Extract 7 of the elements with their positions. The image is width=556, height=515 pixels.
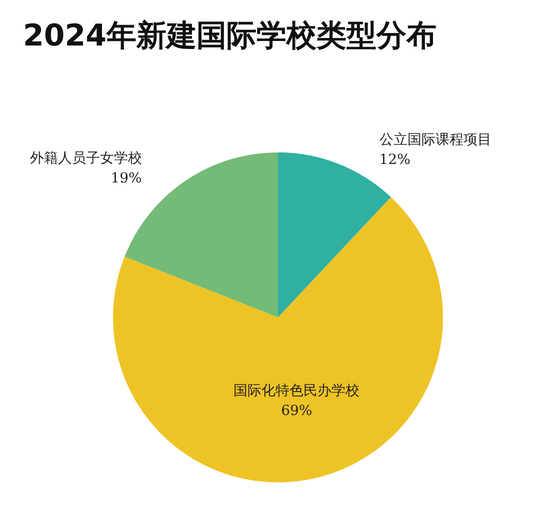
chart-title: 2024年新建国际学校类型分布 <box>23 18 436 54</box>
slice-label: 公立国际课程项目 <box>379 132 492 148</box>
data-label: 19% <box>110 170 142 187</box>
slice-label: 外籍人员子女学校 <box>30 150 142 167</box>
data-label: 12% <box>379 152 410 168</box>
data-label: 69% <box>281 402 312 419</box>
slice-label: 国际化特色民办学校 <box>234 382 360 399</box>
